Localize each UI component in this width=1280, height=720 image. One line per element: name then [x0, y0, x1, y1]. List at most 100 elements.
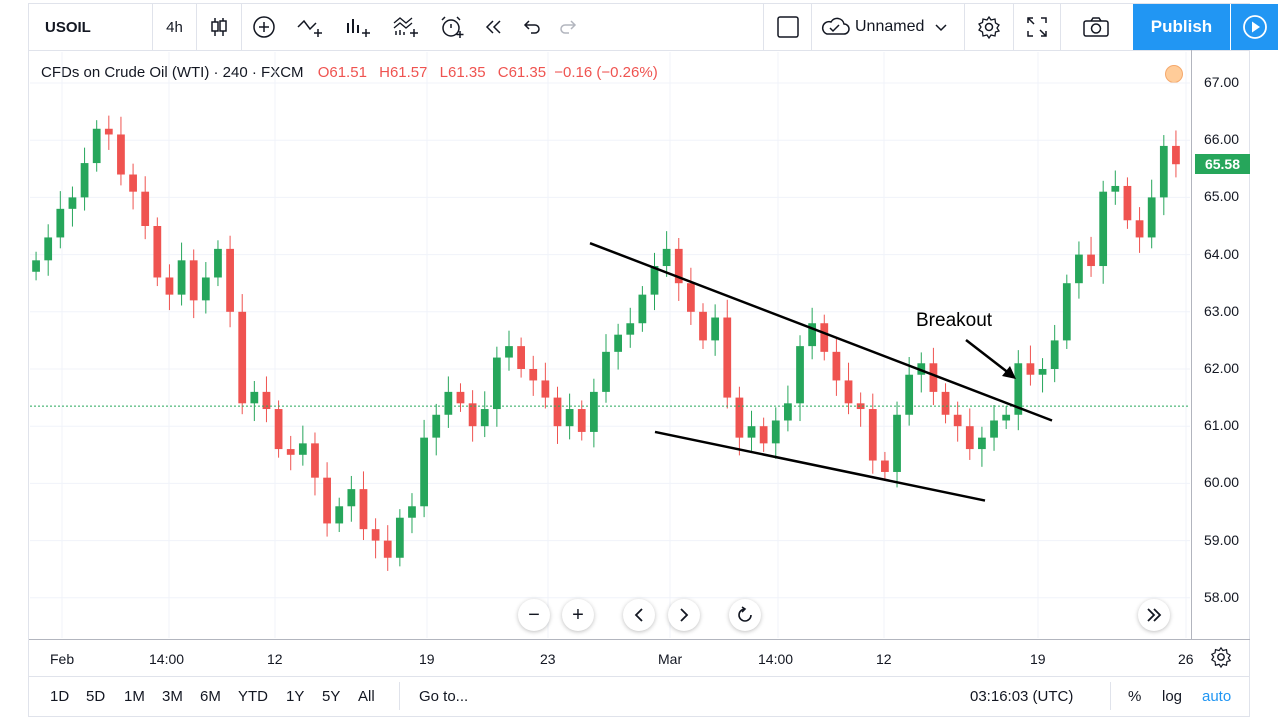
templates-button[interactable]	[382, 4, 430, 50]
candle-body	[492, 357, 501, 410]
candle-body	[577, 409, 586, 432]
templates-icon	[393, 17, 418, 37]
compare-button[interactable]	[242, 4, 286, 50]
candle-body	[868, 409, 877, 461]
zoom-in-button[interactable]: +	[562, 599, 594, 631]
snapshot-button[interactable]	[1061, 4, 1131, 50]
candle-body	[1062, 283, 1071, 341]
candle-body	[456, 391, 465, 404]
range-button-1y[interactable]: 1Y	[286, 688, 305, 705]
chevron-left-icon	[634, 608, 643, 622]
reset-chart-button[interactable]	[729, 599, 761, 631]
bottom-separator	[399, 682, 400, 710]
open-value: 61.51	[329, 64, 367, 81]
replay-button[interactable]	[474, 4, 514, 50]
candle-body	[1038, 369, 1047, 375]
candle-body	[335, 506, 344, 524]
low-key: L	[439, 64, 448, 81]
trendline-lower	[654, 430, 986, 502]
range-button-6m[interactable]: 6M	[200, 688, 221, 705]
candle-body	[614, 334, 623, 352]
fullscreen-button[interactable]	[1014, 4, 1060, 50]
candle-body	[226, 248, 234, 312]
plus-icon: +	[572, 603, 584, 626]
candle-body	[1087, 254, 1095, 267]
interval-button[interactable]: 4h	[153, 4, 197, 50]
utc-clock[interactable]: 03:16:03 (UTC)	[970, 688, 1074, 705]
auto-scale-toggle[interactable]: auto	[1202, 688, 1232, 705]
candle-body	[32, 260, 40, 272]
indicators-button[interactable]	[286, 4, 334, 50]
time-tick-label: 23	[540, 651, 556, 667]
candle-body	[699, 311, 707, 341]
candle-body	[941, 391, 950, 415]
range-button-all[interactable]: All	[358, 688, 375, 705]
candle-body	[347, 489, 356, 507]
percent-scale-toggle[interactable]: %	[1128, 688, 1142, 705]
layout-name: Unnamed	[855, 18, 925, 35]
candle-body	[1075, 254, 1083, 284]
range-button-1d[interactable]: 1D	[50, 688, 70, 705]
publish-button[interactable]: Publish	[1133, 4, 1230, 50]
candle-body	[529, 369, 538, 381]
candle-body	[286, 449, 295, 455]
axis-settings-button[interactable]	[1210, 646, 1232, 669]
candle-body	[432, 414, 441, 438]
range-button-1m[interactable]: 1M	[124, 688, 145, 705]
undo-icon	[523, 20, 540, 34]
candle-body	[165, 277, 174, 295]
candle-body	[44, 237, 53, 261]
range-button-5y[interactable]: 5Y	[322, 688, 341, 705]
high-key: H	[379, 64, 390, 81]
time-tick-label: 14:00	[758, 651, 794, 667]
candle-body	[92, 128, 101, 164]
candle-body	[201, 277, 210, 301]
time-tick-label: 19	[1030, 651, 1046, 667]
price-tick-label: 59.00	[1204, 531, 1240, 548]
low-value: 61.35	[448, 64, 486, 81]
undo-button[interactable]	[514, 4, 550, 50]
time-tick-label: 19	[419, 651, 435, 667]
settings-button[interactable]	[965, 4, 1013, 50]
chart-type-button[interactable]	[197, 4, 241, 50]
redo-button[interactable]	[550, 4, 586, 50]
scroll-right-button[interactable]	[668, 599, 700, 631]
log-scale-toggle[interactable]: log	[1162, 688, 1183, 705]
goto-button[interactable]: Go to...	[419, 688, 469, 705]
time-tick-label: 14:00	[149, 651, 185, 667]
financials-button[interactable]	[334, 4, 382, 50]
candle-body	[117, 134, 125, 175]
scroll-left-button[interactable]	[623, 599, 655, 631]
price-tick-label: 64.00	[1204, 245, 1240, 262]
rewind-icon	[485, 20, 501, 34]
candle-body	[298, 443, 307, 455]
cloud-icon	[821, 17, 850, 35]
layout-name-button[interactable]: Unnamed	[819, 4, 959, 50]
fullscreen-toggle-button[interactable]	[773, 4, 803, 50]
candle-body	[905, 374, 914, 415]
reset-icon	[738, 606, 752, 622]
price-tick-label: 66.00	[1204, 131, 1240, 148]
alert-button[interactable]	[430, 4, 474, 50]
candle-body	[711, 317, 720, 341]
candle-body	[1026, 363, 1035, 375]
symbol-search-button[interactable]: USOIL	[29, 4, 153, 50]
candle-body	[990, 420, 998, 438]
minus-icon: −	[528, 603, 540, 626]
current-price-badge: 65.58	[1195, 154, 1250, 174]
range-button-3m[interactable]: 3M	[162, 688, 183, 705]
candle-body	[444, 391, 453, 415]
scroll-to-realtime-button[interactable]	[1138, 599, 1170, 631]
candle-body	[238, 311, 247, 404]
candle-body	[638, 294, 647, 324]
time-axis[interactable]	[29, 639, 1250, 676]
candle-body	[262, 391, 271, 410]
time-tick-label: 12	[876, 651, 892, 667]
play-button[interactable]	[1231, 4, 1278, 50]
range-button-5d[interactable]: 5D	[86, 688, 106, 705]
price-axis[interactable]	[1191, 50, 1251, 639]
zoom-out-button[interactable]: −	[518, 599, 550, 631]
candle-body	[565, 409, 574, 427]
range-button-ytd[interactable]: YTD	[238, 688, 268, 705]
